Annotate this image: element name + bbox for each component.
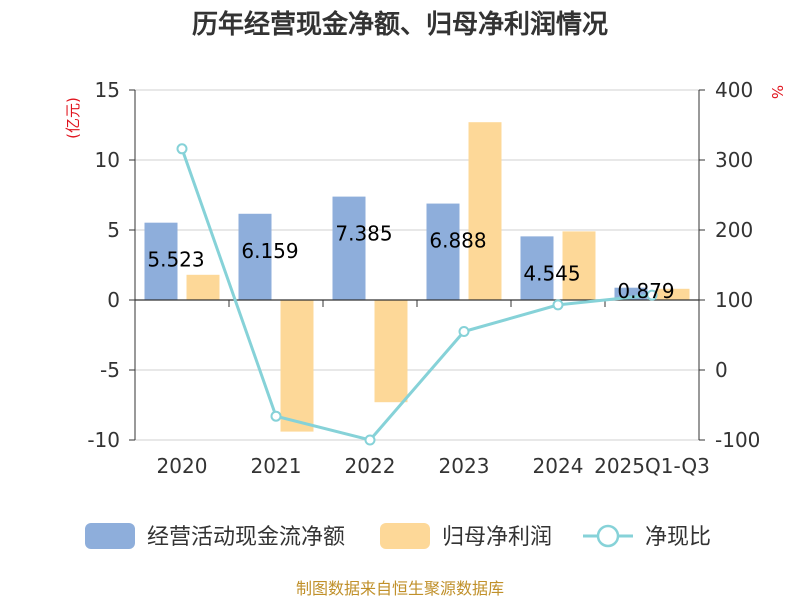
- cashflow-data-label: 4.545: [523, 261, 580, 285]
- source-note: 制图数据来自恒生聚源数据库: [296, 579, 504, 598]
- legend-label-ratio: 净现比: [645, 525, 711, 550]
- ratio-point: [552, 299, 564, 311]
- left-tick-label: 15: [95, 78, 120, 102]
- cashflow-data-label: 7.385: [335, 222, 392, 246]
- legend-swatch-cashflow: [85, 523, 135, 549]
- legend-label-profit: 归母净利润: [442, 525, 552, 550]
- profit-bar: [374, 300, 408, 403]
- ratio-point: [176, 143, 188, 155]
- legend-swatch-ratio-marker: [596, 524, 620, 548]
- x-tick-label: 2022: [345, 454, 396, 478]
- right-tick-label: 200: [715, 218, 753, 242]
- cashflow-bar: [520, 236, 554, 300]
- x-tick-label: 2020: [157, 454, 208, 478]
- right-tick-label: 0: [715, 358, 728, 382]
- data-labels-layer: 5.523 6.159 7.385 6.888 4.545 0.879: [147, 222, 674, 303]
- left-tick-label: -10: [87, 428, 120, 452]
- profit-bar: [656, 288, 690, 300]
- bars-layer: [144, 122, 690, 432]
- tick-labels-layer: -10 -5 0 5 10 15 -100 0 100 200 300 400 2020 2021 2022…: [87, 78, 760, 478]
- ratio-line: [180, 148, 653, 442]
- legend-label-cashflow: 经营活动现金流净额: [147, 525, 345, 550]
- x-tick-label: 2024: [533, 454, 584, 478]
- cashflow-bar: [426, 203, 460, 300]
- ratio-line-layer: [176, 143, 658, 446]
- left-tick-label: 5: [107, 218, 120, 242]
- right-tick-label: -100: [715, 428, 760, 452]
- left-tick-label: -5: [100, 358, 120, 382]
- cashflow-data-label: 6.159: [241, 239, 298, 263]
- ratio-point: [270, 410, 282, 422]
- profit-bar: [562, 231, 596, 300]
- legend-swatch-profit: [380, 523, 430, 549]
- right-axis-unit: %: [768, 85, 786, 99]
- chart-title: 历年经营现金净额、归母净利润情况: [192, 9, 608, 40]
- cashflow-bar: [238, 213, 272, 300]
- cashflow-data-label: 6.888: [429, 229, 486, 253]
- right-tick-label: 400: [715, 78, 753, 102]
- right-tick-label: 300: [715, 148, 753, 172]
- cashflow-data-label: 5.523: [147, 248, 204, 272]
- left-tick-label: 10: [95, 148, 120, 172]
- right-tick-label: 100: [715, 288, 753, 312]
- x-tick-label: 2025Q1-Q3: [594, 454, 710, 478]
- x-tick-label: 2021: [251, 454, 302, 478]
- left-tick-label: 0: [107, 288, 120, 312]
- left-axis-unit: (亿元): [64, 97, 82, 139]
- cashflow-bar: [332, 196, 366, 300]
- cashflow-bar: [144, 222, 178, 300]
- profit-bar: [468, 122, 502, 300]
- ratio-point: [646, 289, 658, 301]
- cashflow-data-label: 0.879: [617, 279, 674, 303]
- ratio-point: [458, 326, 470, 337]
- ratio-point: [364, 434, 376, 446]
- profit-bar: [186, 274, 220, 300]
- legend: 经营活动现金流净额 归母净利润 净现比: [85, 523, 711, 550]
- profit-bar: [280, 300, 314, 432]
- x-tick-label: 2023: [439, 454, 490, 478]
